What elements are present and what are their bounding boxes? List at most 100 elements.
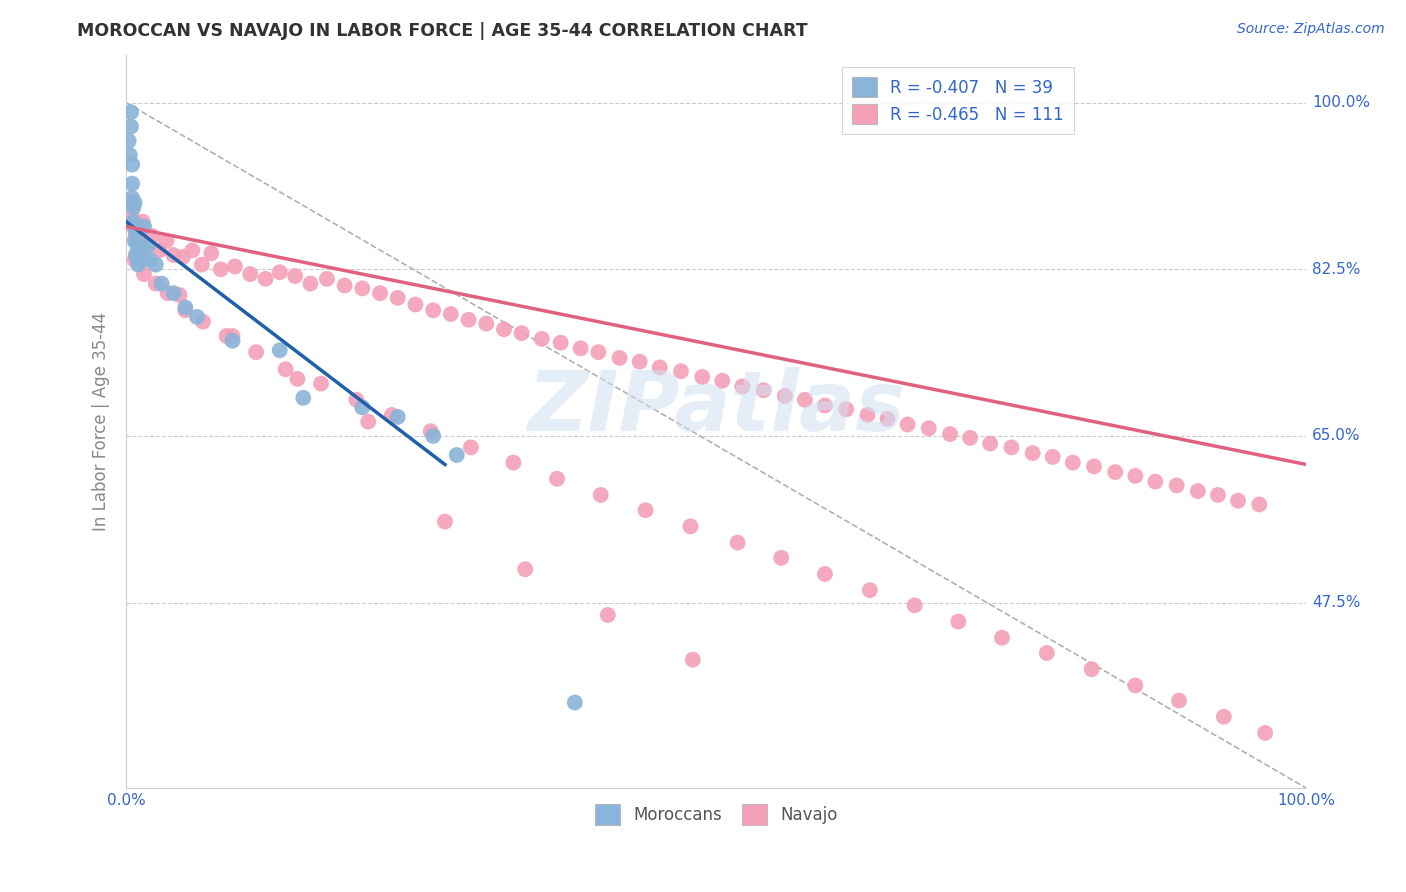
Point [127, 244, 149, 258]
Point [121, 177, 143, 191]
Point [124, 219, 146, 234]
Point [357, 415, 380, 429]
Point [245, 345, 267, 359]
Point [948, 615, 970, 629]
Text: 47.5%: 47.5% [1312, 595, 1361, 610]
Point [155, 234, 177, 248]
Point [132, 267, 155, 281]
Point [814, 399, 837, 413]
Point [309, 376, 332, 391]
Point [346, 392, 368, 407]
Point [1123, 678, 1146, 692]
Point [904, 599, 927, 613]
Point [876, 412, 898, 426]
Point [446, 448, 468, 462]
Point [588, 345, 610, 359]
Point [125, 250, 148, 264]
Point [690, 370, 713, 384]
Point [896, 417, 918, 432]
Point [221, 329, 243, 343]
Point [859, 583, 882, 598]
Y-axis label: In Labor Force | Age 35-44: In Labor Force | Age 35-44 [93, 312, 110, 532]
Point [752, 384, 775, 398]
Point [515, 562, 537, 576]
Point [1080, 662, 1102, 676]
Point [352, 401, 374, 415]
Point [127, 258, 149, 272]
Point [124, 234, 146, 248]
Point [679, 519, 702, 533]
Point [125, 248, 148, 262]
Point [129, 252, 152, 267]
Point [118, 195, 141, 210]
Point [224, 260, 246, 274]
Point [1166, 478, 1188, 492]
Point [120, 105, 142, 120]
Point [648, 360, 671, 375]
Point [1000, 441, 1022, 455]
Point [457, 313, 479, 327]
Point [239, 267, 262, 281]
Point [727, 535, 749, 549]
Point [127, 234, 149, 248]
Point [118, 148, 141, 162]
Point [711, 374, 734, 388]
Point [316, 272, 339, 286]
Point [492, 322, 515, 336]
Point [419, 424, 441, 438]
Text: Source: ZipAtlas.com: Source: ZipAtlas.com [1237, 22, 1385, 37]
Point [770, 550, 793, 565]
Point [628, 354, 651, 368]
Point [1021, 446, 1043, 460]
Point [530, 332, 553, 346]
Point [132, 219, 155, 234]
Point [122, 215, 145, 229]
Point [287, 372, 309, 386]
Point [118, 134, 141, 148]
Point [162, 248, 184, 262]
Point [569, 342, 592, 356]
Point [475, 317, 498, 331]
Text: MOROCCAN VS NAVAJO IN LABOR FORCE | AGE 35-44 CORRELATION CHART: MOROCCAN VS NAVAJO IN LABOR FORCE | AGE … [77, 22, 808, 40]
Point [174, 303, 197, 318]
Point [121, 158, 143, 172]
Point [1083, 459, 1105, 474]
Point [564, 696, 586, 710]
Point [124, 252, 146, 267]
Point [172, 250, 194, 264]
Point [136, 238, 159, 252]
Point [292, 391, 315, 405]
Point [731, 379, 754, 393]
Point [125, 224, 148, 238]
Point [1104, 465, 1126, 479]
Point [856, 408, 879, 422]
Point [1254, 726, 1277, 740]
Point [979, 436, 1001, 450]
Point [136, 238, 159, 252]
Point [209, 262, 232, 277]
Point [274, 362, 297, 376]
Point [939, 427, 962, 442]
Point [254, 272, 277, 286]
Point [368, 286, 391, 301]
Point [221, 334, 243, 348]
Point [773, 389, 796, 403]
Point [352, 281, 374, 295]
Point [191, 315, 214, 329]
Point [215, 329, 238, 343]
Point [200, 246, 222, 260]
Point [148, 244, 170, 258]
Point [181, 244, 204, 258]
Point [1249, 498, 1271, 512]
Point [169, 288, 191, 302]
Point [1227, 493, 1250, 508]
Point [299, 277, 322, 291]
Point [139, 252, 162, 267]
Point [793, 392, 815, 407]
Point [502, 456, 524, 470]
Point [129, 240, 152, 254]
Point [433, 515, 456, 529]
Point [1144, 475, 1167, 489]
Point [186, 310, 208, 324]
Point [634, 503, 657, 517]
